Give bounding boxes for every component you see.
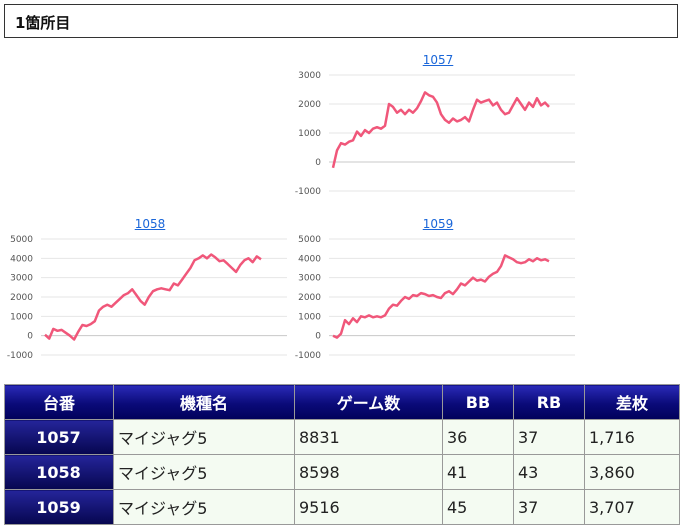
machine-table: 台番 機種名 ゲーム数 BB RB 差枚 1057 マイジャグ5 8831 36… — [4, 384, 680, 525]
col-header-machine-number: 台番 — [4, 384, 114, 420]
col-header-difference: 差枚 — [584, 384, 680, 420]
y-tick-label: 5000 — [298, 235, 321, 245]
y-tick-label: -1000 — [7, 351, 33, 361]
series-line — [44, 253, 262, 341]
game-count-cell: 8598 — [294, 454, 443, 490]
difference-cell: 1,716 — [584, 419, 680, 455]
chart-svg-1057: 3000 2000 1000 0 -1000 — [295, 71, 575, 197]
bb-cell: 45 — [442, 489, 514, 525]
machine-number-cell: 1057 — [4, 419, 114, 455]
table-row: 1057 マイジャグ5 8831 36 37 1,716 — [4, 419, 680, 455]
y-tick-label: 1000 — [298, 129, 321, 139]
y-tick-label: 1000 — [10, 312, 33, 322]
y-tick-label: 5000 — [10, 235, 33, 245]
y-tick-label: 2000 — [298, 100, 321, 110]
y-tick-label: 4000 — [298, 254, 321, 264]
model-name-cell: マイジャグ5 — [113, 419, 295, 455]
y-tick-label: 3000 — [10, 274, 33, 284]
chart-title-link-1059[interactable]: 1059 — [422, 217, 454, 231]
game-count-cell: 8831 — [294, 419, 443, 455]
chart-1058: 1058 5000 4000 3000 2000 1000 0 -1000 — [5, 217, 295, 377]
col-header-bb: BB — [442, 384, 514, 420]
chart-1059: 1059 5000 4000 3000 2000 1000 0 -1000 — [293, 217, 583, 377]
col-header-rb: RB — [513, 384, 585, 420]
machine-number-cell: 1059 — [4, 489, 114, 525]
y-tick-label: 2000 — [10, 293, 33, 303]
chart-1057: 1057 3000 2000 1000 0 -1000 — [293, 53, 583, 213]
section-title: 1箇所目 — [15, 14, 71, 32]
chart-svg-1059: 5000 4000 3000 2000 1000 0 -1000 — [295, 235, 575, 361]
rb-cell: 37 — [513, 489, 585, 525]
model-name-cell: マイジャグ5 — [113, 454, 295, 490]
y-tick-label: 2000 — [298, 293, 321, 303]
y-tick-label: 4000 — [10, 254, 33, 264]
chart-svg-1058: 5000 4000 3000 2000 1000 0 -1000 — [7, 235, 287, 361]
difference-cell: 3,860 — [584, 454, 680, 490]
table-row: 1059 マイジャグ5 9516 45 37 3,707 — [4, 489, 680, 525]
y-tick-label: -1000 — [295, 187, 321, 197]
section-header: 1箇所目 — [4, 4, 678, 38]
rb-cell: 37 — [513, 419, 585, 455]
series-line — [331, 91, 550, 169]
y-tick-label: 1000 — [298, 312, 321, 322]
table-row: 1058 マイジャグ5 8598 41 43 3,860 — [4, 454, 680, 490]
y-tick-label: 3000 — [298, 71, 321, 81]
machine-number-cell: 1058 — [4, 454, 114, 490]
series-line — [332, 254, 550, 339]
y-tick-label: -1000 — [295, 351, 321, 361]
model-name-cell: マイジャグ5 — [113, 489, 295, 525]
bb-cell: 41 — [442, 454, 514, 490]
y-tick-label: 0 — [315, 158, 321, 168]
rb-cell: 43 — [513, 454, 585, 490]
difference-cell: 3,707 — [584, 489, 680, 525]
y-tick-label: 0 — [315, 332, 321, 342]
chart-title-link-1058[interactable]: 1058 — [134, 217, 166, 231]
col-header-model-name: 機種名 — [113, 384, 295, 420]
col-header-game-count: ゲーム数 — [294, 384, 443, 420]
bb-cell: 36 — [442, 419, 514, 455]
chart-title-link-1057[interactable]: 1057 — [422, 53, 454, 67]
y-tick-label: 3000 — [298, 274, 321, 284]
game-count-cell: 9516 — [294, 489, 443, 525]
y-tick-label: 0 — [27, 332, 33, 342]
table-header-row: 台番 機種名 ゲーム数 BB RB 差枚 — [4, 384, 680, 420]
